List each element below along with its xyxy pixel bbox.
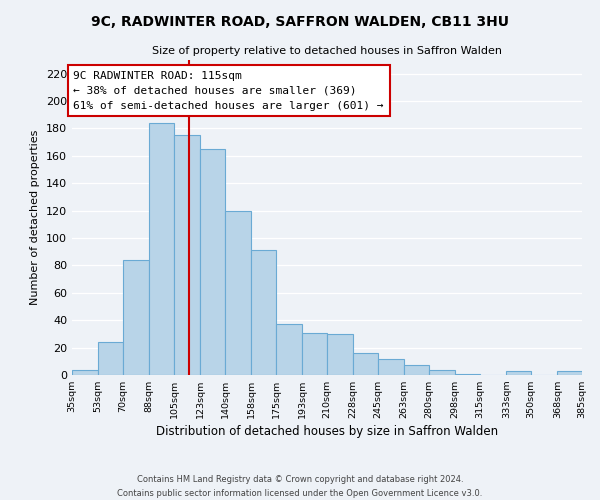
Bar bbox=[225, 210, 251, 375]
Bar bbox=[404, 366, 429, 375]
Bar bbox=[455, 374, 480, 375]
Bar bbox=[557, 371, 582, 375]
Bar bbox=[98, 342, 123, 375]
X-axis label: Distribution of detached houses by size in Saffron Walden: Distribution of detached houses by size … bbox=[156, 426, 498, 438]
Bar bbox=[429, 370, 455, 375]
Text: 9C RADWINTER ROAD: 115sqm
← 38% of detached houses are smaller (369)
61% of semi: 9C RADWINTER ROAD: 115sqm ← 38% of detac… bbox=[73, 71, 384, 110]
Bar bbox=[174, 136, 200, 375]
Text: Contains HM Land Registry data © Crown copyright and database right 2024.
Contai: Contains HM Land Registry data © Crown c… bbox=[118, 476, 482, 498]
Bar bbox=[123, 260, 149, 375]
Bar bbox=[72, 370, 98, 375]
Bar bbox=[200, 149, 225, 375]
Bar bbox=[353, 353, 378, 375]
Bar bbox=[506, 371, 531, 375]
Y-axis label: Number of detached properties: Number of detached properties bbox=[31, 130, 40, 305]
Bar bbox=[327, 334, 353, 375]
Title: Size of property relative to detached houses in Saffron Walden: Size of property relative to detached ho… bbox=[152, 46, 502, 56]
Bar bbox=[302, 332, 327, 375]
Text: 9C, RADWINTER ROAD, SAFFRON WALDEN, CB11 3HU: 9C, RADWINTER ROAD, SAFFRON WALDEN, CB11… bbox=[91, 15, 509, 29]
Bar bbox=[251, 250, 276, 375]
Bar bbox=[378, 358, 404, 375]
Bar bbox=[276, 324, 302, 375]
Bar bbox=[149, 123, 174, 375]
